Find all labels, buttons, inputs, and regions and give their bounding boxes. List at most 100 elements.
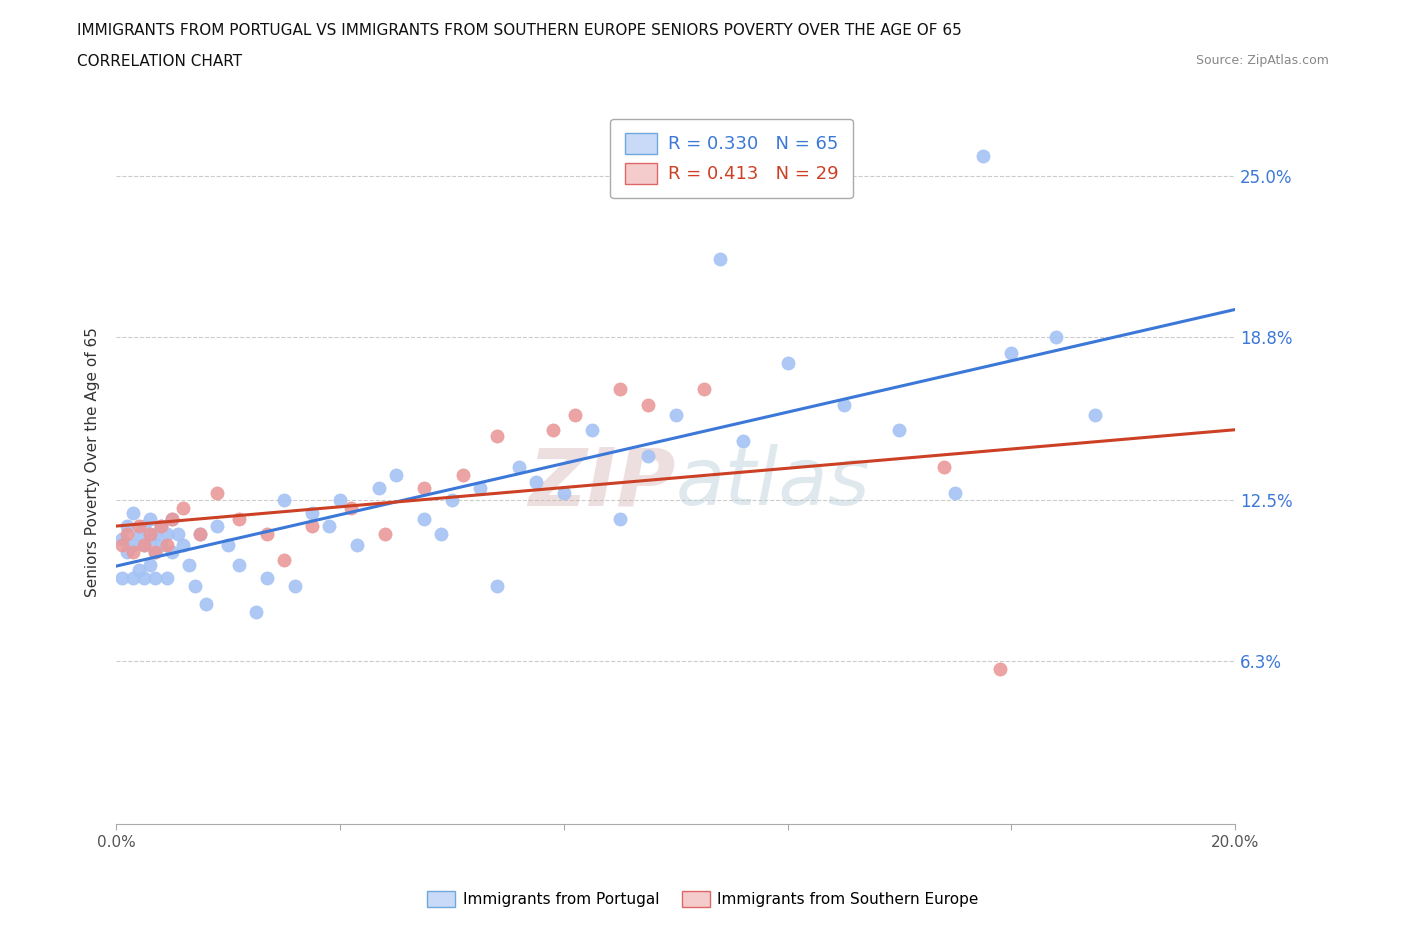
Point bbox=[553, 485, 575, 500]
Point bbox=[1000, 345, 1022, 360]
Point bbox=[340, 501, 363, 516]
Point bbox=[564, 407, 586, 422]
Point bbox=[188, 526, 211, 541]
Point bbox=[385, 467, 408, 482]
Point bbox=[145, 526, 167, 541]
Point bbox=[485, 578, 508, 593]
Point bbox=[524, 475, 547, 490]
Point bbox=[468, 480, 491, 495]
Point bbox=[134, 538, 156, 552]
Point bbox=[128, 526, 150, 541]
Point bbox=[122, 571, 145, 586]
Point bbox=[273, 493, 295, 508]
Point bbox=[166, 526, 188, 541]
Point bbox=[709, 252, 731, 267]
Point bbox=[945, 485, 967, 500]
Legend: Immigrants from Portugal, Immigrants from Southern Europe: Immigrants from Portugal, Immigrants fro… bbox=[422, 884, 984, 913]
Point bbox=[145, 571, 167, 586]
Point bbox=[440, 493, 463, 508]
Point bbox=[156, 526, 179, 541]
Point bbox=[1045, 330, 1067, 345]
Point bbox=[988, 661, 1011, 676]
Point bbox=[117, 526, 139, 541]
Text: atlas: atlas bbox=[676, 445, 870, 523]
Point bbox=[637, 397, 659, 412]
Point bbox=[256, 526, 278, 541]
Point bbox=[134, 571, 156, 586]
Point bbox=[205, 519, 228, 534]
Point bbox=[665, 407, 688, 422]
Point bbox=[150, 519, 173, 534]
Point bbox=[329, 493, 352, 508]
Point bbox=[429, 526, 451, 541]
Y-axis label: Seniors Poverty Over the Age of 65: Seniors Poverty Over the Age of 65 bbox=[86, 326, 100, 596]
Point bbox=[609, 512, 631, 526]
Point bbox=[609, 381, 631, 396]
Point bbox=[139, 558, 162, 573]
Point bbox=[139, 512, 162, 526]
Point bbox=[122, 506, 145, 521]
Point bbox=[374, 526, 396, 541]
Point bbox=[318, 519, 340, 534]
Point bbox=[217, 538, 239, 552]
Point bbox=[156, 538, 179, 552]
Point bbox=[111, 571, 134, 586]
Point bbox=[172, 538, 194, 552]
Point bbox=[508, 459, 530, 474]
Point bbox=[177, 558, 200, 573]
Point bbox=[134, 538, 156, 552]
Point bbox=[122, 538, 145, 552]
Point bbox=[637, 449, 659, 464]
Point bbox=[485, 428, 508, 443]
Point bbox=[346, 538, 368, 552]
Point bbox=[117, 519, 139, 534]
Point bbox=[541, 423, 564, 438]
Point bbox=[413, 512, 436, 526]
Point bbox=[145, 545, 167, 560]
Point bbox=[150, 538, 173, 552]
Text: IMMIGRANTS FROM PORTUGAL VS IMMIGRANTS FROM SOUTHERN EUROPE SENIORS POVERTY OVER: IMMIGRANTS FROM PORTUGAL VS IMMIGRANTS F… bbox=[77, 23, 962, 38]
Point bbox=[183, 578, 205, 593]
Point bbox=[1084, 407, 1107, 422]
Point bbox=[160, 512, 183, 526]
Point bbox=[972, 148, 994, 163]
Point bbox=[117, 545, 139, 560]
Point bbox=[934, 459, 956, 474]
Point bbox=[188, 526, 211, 541]
Text: Source: ZipAtlas.com: Source: ZipAtlas.com bbox=[1195, 54, 1329, 67]
Point bbox=[150, 519, 173, 534]
Point bbox=[160, 545, 183, 560]
Point bbox=[139, 526, 162, 541]
Point bbox=[301, 506, 323, 521]
Point bbox=[128, 563, 150, 578]
Point bbox=[194, 597, 217, 612]
Point bbox=[731, 433, 754, 448]
Point bbox=[228, 558, 250, 573]
Point bbox=[111, 538, 134, 552]
Point bbox=[128, 519, 150, 534]
Point bbox=[368, 480, 391, 495]
Text: CORRELATION CHART: CORRELATION CHART bbox=[77, 54, 242, 69]
Point bbox=[205, 485, 228, 500]
Point bbox=[122, 545, 145, 560]
Point bbox=[156, 571, 179, 586]
Point bbox=[245, 604, 267, 619]
Point bbox=[301, 519, 323, 534]
Point bbox=[228, 512, 250, 526]
Point bbox=[832, 397, 855, 412]
Point bbox=[776, 355, 799, 370]
Point bbox=[413, 480, 436, 495]
Point bbox=[581, 423, 603, 438]
Point bbox=[134, 519, 156, 534]
Point bbox=[172, 501, 194, 516]
Text: ZIP: ZIP bbox=[529, 445, 676, 523]
Point bbox=[139, 532, 162, 547]
Legend: R = 0.330   N = 65, R = 0.413   N = 29: R = 0.330 N = 65, R = 0.413 N = 29 bbox=[610, 119, 853, 198]
Point bbox=[692, 381, 714, 396]
Point bbox=[273, 552, 295, 567]
Point bbox=[160, 512, 183, 526]
Point bbox=[284, 578, 307, 593]
Point bbox=[451, 467, 474, 482]
Point bbox=[111, 532, 134, 547]
Point bbox=[889, 423, 911, 438]
